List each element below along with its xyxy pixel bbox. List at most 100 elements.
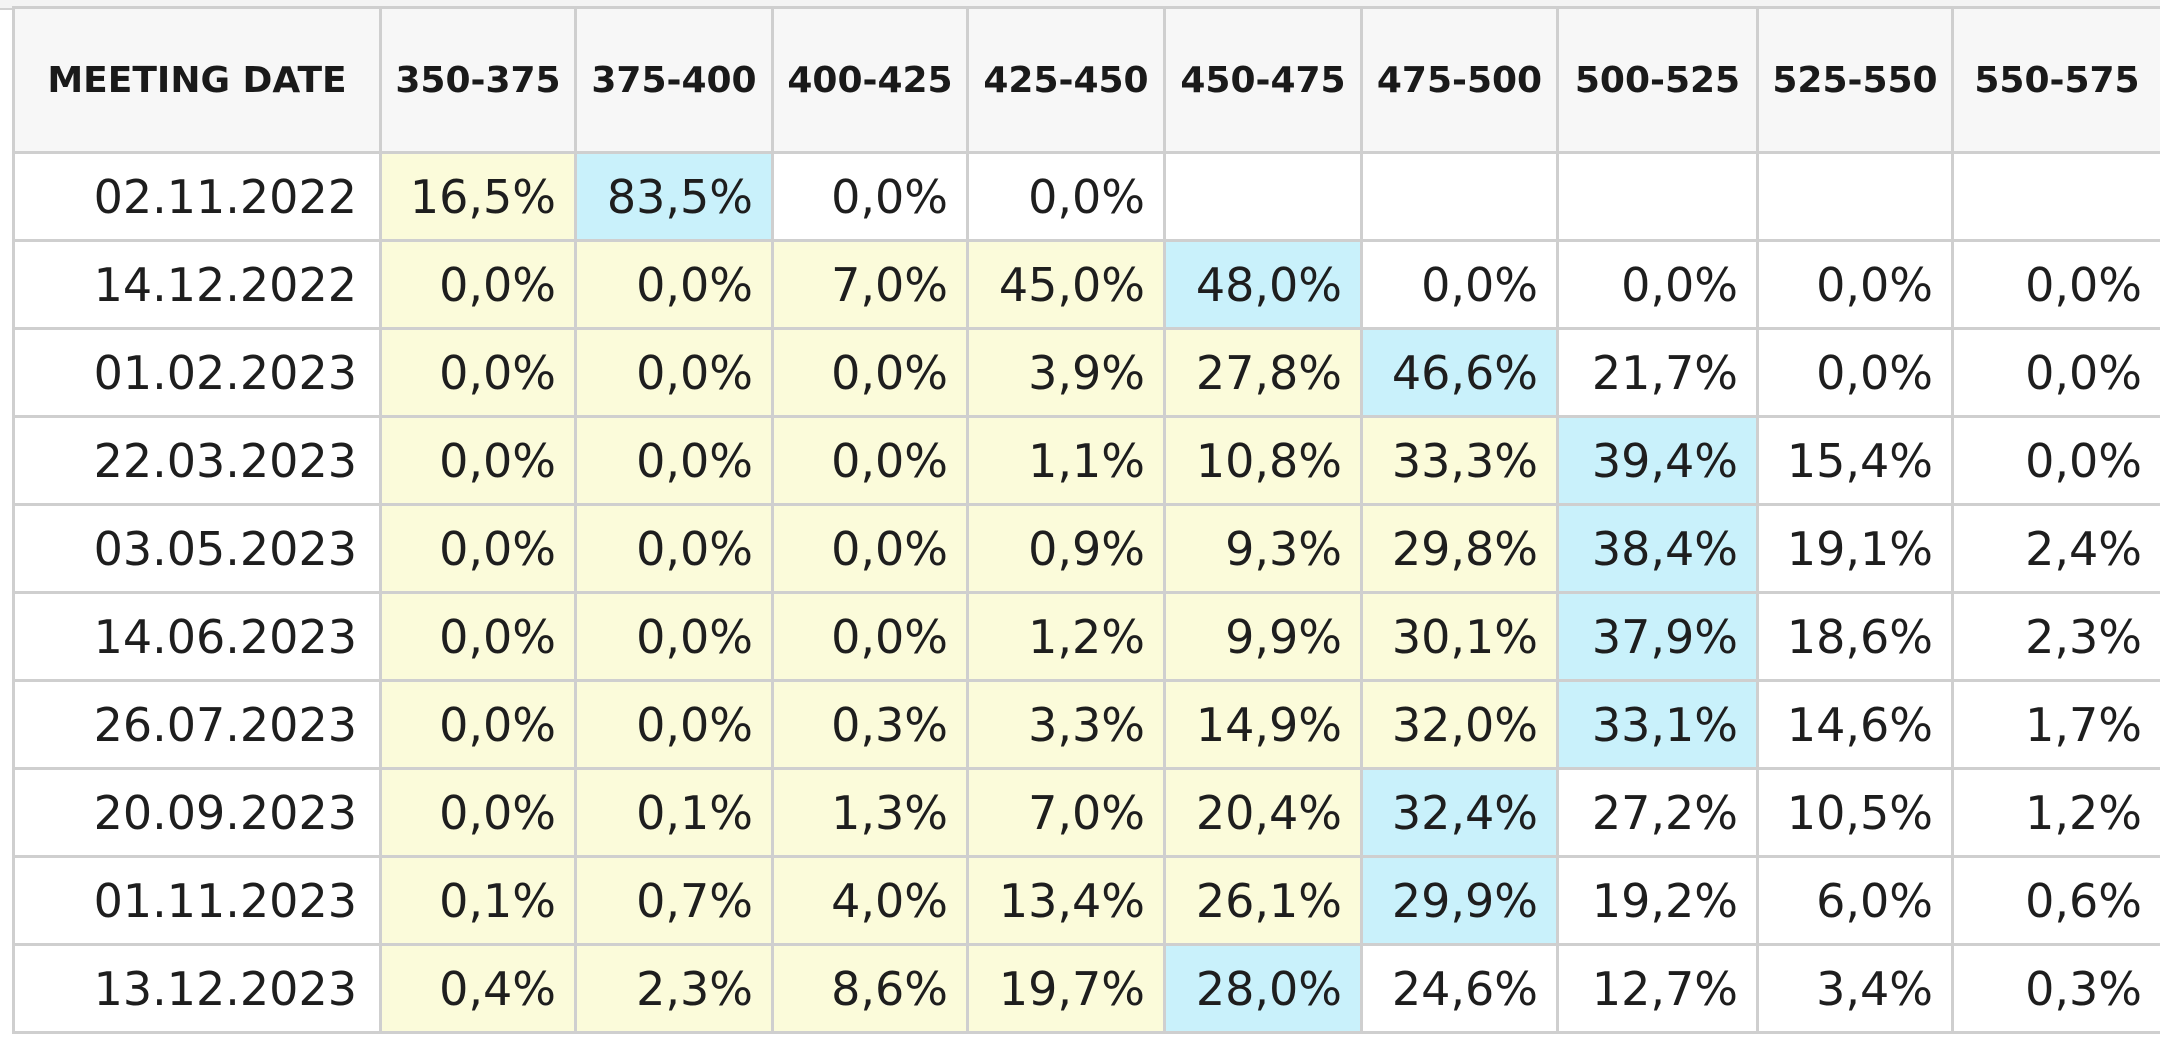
probability-cell-highlighted: 29,9% bbox=[1360, 855, 1559, 946]
probability-cell: 45,0% bbox=[966, 239, 1166, 330]
probability-cell bbox=[1163, 151, 1363, 242]
probability-cell: 16,5% bbox=[379, 151, 577, 242]
probability-cell-highlighted: 48,0% bbox=[1163, 239, 1363, 330]
header-range[interactable]: 450-475 bbox=[1163, 6, 1363, 154]
table-row: 13.12.2023 0,4% 2,3% 8,6% 19,7% 28,0% 24,6% 12,… bbox=[12, 943, 2160, 1034]
header-range[interactable]: 550-575 bbox=[1951, 6, 2160, 154]
probability-cell: 29,8% bbox=[1360, 503, 1559, 594]
header-range[interactable]: 425-450 bbox=[966, 6, 1166, 154]
probability-cell: 0,0% bbox=[379, 767, 577, 858]
probability-cell: 26,1% bbox=[1163, 855, 1363, 946]
probability-cell: 0,1% bbox=[379, 855, 577, 946]
probability-cell-highlighted: 37,9% bbox=[1556, 591, 1759, 682]
table-row: 26.07.2023 0,0% 0,0% 0,3% 3,3% 14,9% 32,0% 33,1… bbox=[12, 679, 2160, 770]
header-range[interactable]: 500-525 bbox=[1556, 6, 1759, 154]
probability-cell: 0,0% bbox=[771, 591, 969, 682]
probability-cell: 0,0% bbox=[771, 503, 969, 594]
probability-cell: 2,3% bbox=[574, 943, 774, 1034]
probability-cell: 7,0% bbox=[771, 239, 969, 330]
probability-cell-highlighted: 33,1% bbox=[1556, 679, 1759, 770]
probability-cell: 9,3% bbox=[1163, 503, 1363, 594]
probability-cell: 0,7% bbox=[574, 855, 774, 946]
probability-cell: 9,9% bbox=[1163, 591, 1363, 682]
meeting-date-cell: 01.02.2023 bbox=[12, 327, 382, 418]
probability-cell: 1,1% bbox=[966, 415, 1166, 506]
probability-cell: 2,4% bbox=[1951, 503, 2160, 594]
probability-cell: 0,0% bbox=[574, 415, 774, 506]
table-row: 14.12.2022 0,0% 0,0% 7,0% 45,0% 48,0% 0,0% 0,0%… bbox=[12, 239, 2160, 330]
probability-cell: 14,6% bbox=[1756, 679, 1954, 770]
probability-cell: 10,8% bbox=[1163, 415, 1363, 506]
probability-cell: 0,0% bbox=[574, 239, 774, 330]
probability-cell: 3,4% bbox=[1756, 943, 1954, 1034]
probability-cell: 0,3% bbox=[771, 679, 969, 770]
probability-cell: 0,0% bbox=[379, 239, 577, 330]
probability-cell: 27,2% bbox=[1556, 767, 1759, 858]
meeting-date-cell: 14.06.2023 bbox=[12, 591, 382, 682]
probability-cell: 0,0% bbox=[1951, 415, 2160, 506]
probability-cell-highlighted: 46,6% bbox=[1360, 327, 1559, 418]
header-range[interactable]: 350-375 bbox=[379, 6, 577, 154]
probability-cell: 13,4% bbox=[966, 855, 1166, 946]
probability-cell: 0,0% bbox=[379, 503, 577, 594]
probability-cell-highlighted: 32,4% bbox=[1360, 767, 1559, 858]
table-row: 14.06.2023 0,0% 0,0% 0,0% 1,2% 9,9% 30,1% 37,9%… bbox=[12, 591, 2160, 682]
header-range[interactable]: 400-425 bbox=[771, 6, 969, 154]
probability-cell: 0,0% bbox=[574, 679, 774, 770]
probability-cell-highlighted: 28,0% bbox=[1163, 943, 1363, 1034]
probability-cell: 0,0% bbox=[1556, 239, 1759, 330]
table-row: 03.05.2023 0,0% 0,0% 0,0% 0,9% 9,3% 29,8% 38,4%… bbox=[12, 503, 2160, 594]
header-range[interactable]: 475-500 bbox=[1360, 6, 1559, 154]
probability-cell: 0,4% bbox=[379, 943, 577, 1034]
meeting-date-cell: 22.03.2023 bbox=[12, 415, 382, 506]
probability-cell: 2,3% bbox=[1951, 591, 2160, 682]
probability-cell: 7,0% bbox=[966, 767, 1166, 858]
probability-cell: 27,8% bbox=[1163, 327, 1363, 418]
probability-cell bbox=[1756, 151, 1954, 242]
probability-cell: 20,4% bbox=[1163, 767, 1363, 858]
table-row: 22.03.2023 0,0% 0,0% 0,0% 1,1% 10,8% 33,3% 39,4… bbox=[12, 415, 2160, 506]
probability-cell: 0,0% bbox=[771, 415, 969, 506]
probability-cell bbox=[1360, 151, 1559, 242]
header-row: MEETING DATE 350-375 375-400 400-425 425… bbox=[12, 6, 2160, 154]
table-row: 02.11.2022 16,5% 83,5% 0,0% 0,0% bbox=[12, 151, 2160, 242]
probability-cell: 0,0% bbox=[771, 151, 969, 242]
probability-cell: 8,6% bbox=[771, 943, 969, 1034]
meeting-date-cell: 26.07.2023 bbox=[12, 679, 382, 770]
probability-cell: 0,1% bbox=[574, 767, 774, 858]
probability-cell: 0,0% bbox=[771, 327, 969, 418]
probability-cell: 1,2% bbox=[1951, 767, 2160, 858]
probability-cell: 3,3% bbox=[966, 679, 1166, 770]
meeting-date-cell: 02.11.2022 bbox=[12, 151, 382, 242]
probability-cell: 24,6% bbox=[1360, 943, 1559, 1034]
probability-cell: 0,0% bbox=[574, 591, 774, 682]
probability-cell: 6,0% bbox=[1756, 855, 1954, 946]
probability-cell: 0,0% bbox=[1360, 239, 1559, 330]
probability-cell: 12,7% bbox=[1556, 943, 1759, 1034]
table-row: 20.09.2023 0,0% 0,1% 1,3% 7,0% 20,4% 32,4% 27,2… bbox=[12, 767, 2160, 858]
header-range[interactable]: 525-550 bbox=[1756, 6, 1954, 154]
probability-cell: 0,0% bbox=[966, 151, 1166, 242]
probability-cell: 0,6% bbox=[1951, 855, 2160, 946]
probability-cell: 1,2% bbox=[966, 591, 1166, 682]
probability-cell: 32,0% bbox=[1360, 679, 1559, 770]
probability-cell: 15,4% bbox=[1756, 415, 1954, 506]
probability-cell: 19,2% bbox=[1556, 855, 1759, 946]
probability-cell: 3,9% bbox=[966, 327, 1166, 418]
probability-cell: 19,7% bbox=[966, 943, 1166, 1034]
probability-cell: 10,5% bbox=[1756, 767, 1954, 858]
probability-cell: 30,1% bbox=[1360, 591, 1559, 682]
header-range[interactable]: 375-400 bbox=[574, 6, 774, 154]
rate-probability-table: MEETING DATE 350-375 375-400 400-425 425… bbox=[12, 6, 2160, 1034]
meeting-date-cell: 20.09.2023 bbox=[12, 767, 382, 858]
probability-cell: 0,0% bbox=[379, 415, 577, 506]
table-row: 01.02.2023 0,0% 0,0% 0,0% 3,9% 27,8% 46,6% 21,7… bbox=[12, 327, 2160, 418]
probability-cell: 0,0% bbox=[574, 327, 774, 418]
probability-cell: 21,7% bbox=[1556, 327, 1759, 418]
meeting-date-cell: 13.12.2023 bbox=[12, 943, 382, 1034]
probability-cell-highlighted: 39,4% bbox=[1556, 415, 1759, 506]
meeting-date-cell: 03.05.2023 bbox=[12, 503, 382, 594]
header-meeting-date[interactable]: MEETING DATE bbox=[12, 6, 382, 154]
probability-cell: 0,0% bbox=[379, 591, 577, 682]
